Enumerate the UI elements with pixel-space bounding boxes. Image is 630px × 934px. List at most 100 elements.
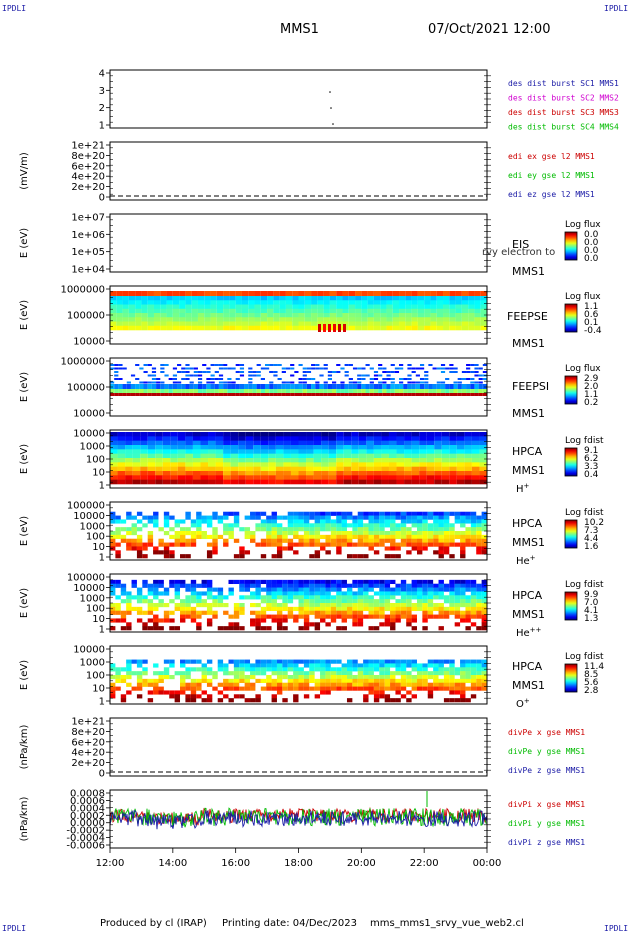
spectrogram-cell <box>210 325 217 331</box>
spectrogram-cell <box>438 527 444 532</box>
instrument-label: EIS <box>512 238 529 251</box>
spectrogram-cell <box>185 458 193 463</box>
spectrogram-cell <box>460 595 466 600</box>
spectrogram-cell <box>238 453 246 459</box>
spectrogram-cell <box>143 364 148 366</box>
spectrogram-cell <box>430 304 437 310</box>
spectrogram-cell <box>443 686 450 691</box>
spectrogram-cell <box>155 475 163 480</box>
spectrogram-cell <box>474 384 479 389</box>
spectrogram-cell <box>155 471 163 476</box>
spectrogram-cell <box>478 381 483 384</box>
spacecraft-label: MMS1 <box>512 536 545 549</box>
spectrogram-cell <box>427 527 434 532</box>
spectrogram-cell <box>275 449 284 454</box>
spectrogram-cell <box>303 595 310 600</box>
spectrogram-cell <box>400 542 407 547</box>
spectrogram-cell <box>147 462 156 467</box>
y-tick-label: 0.0008 <box>70 789 105 800</box>
spectrogram-cell <box>474 304 481 310</box>
spectrogram-cell <box>358 458 367 463</box>
spectrogram-cell <box>384 603 391 608</box>
spectrogram-cell <box>368 686 374 691</box>
spectrogram-cell <box>422 523 428 528</box>
spectrogram-cell <box>465 626 471 631</box>
spectrogram-cell <box>256 389 261 393</box>
spectrogram-cell <box>386 389 391 393</box>
spectrogram-cell <box>282 587 288 592</box>
spectrogram-cell <box>328 445 337 450</box>
spectrogram-cell <box>126 546 132 551</box>
spectrogram-cell <box>351 462 359 467</box>
spectrogram-cell <box>357 675 364 680</box>
spectrogram-cell <box>276 610 283 615</box>
spectrogram-cell <box>158 579 164 585</box>
spectrogram-cell <box>329 313 337 318</box>
spectrogram-cell <box>378 364 383 366</box>
spectrogram-cell <box>479 432 487 437</box>
spectrogram-cell <box>162 458 171 463</box>
spectrogram-cell <box>276 682 283 687</box>
spectrogram-cell <box>464 462 472 467</box>
spectrogram-cell <box>196 686 202 691</box>
spectrogram-cell <box>395 531 401 536</box>
spectrogram-cell <box>147 475 156 480</box>
spectrogram-cell <box>427 606 434 612</box>
spectrogram-cell <box>239 583 245 588</box>
spectrogram-cell <box>239 694 245 699</box>
spectrogram-cell <box>239 527 245 532</box>
spectrogram-cell <box>357 384 362 389</box>
spectrogram-cell <box>142 667 148 672</box>
y-tick-label: 1e+07 <box>71 213 105 224</box>
spectrogram-cell <box>315 389 320 393</box>
spectrogram-cell <box>185 291 192 296</box>
spectrogram-cell <box>378 367 383 370</box>
y-axis-label: E (eV) <box>19 660 30 690</box>
spectrogram-cell <box>320 663 326 668</box>
spectrogram-cell <box>170 466 178 472</box>
spectrogram-cell <box>200 436 209 441</box>
spectrogram-cell <box>202 389 207 393</box>
spectrogram-cell <box>260 440 269 446</box>
spectrogram-cell <box>461 304 469 310</box>
spectrogram-cell <box>136 546 143 551</box>
spectrogram-cell <box>162 462 171 467</box>
spectrogram-cell <box>283 453 291 459</box>
spectrogram-cell <box>419 436 427 441</box>
spectrogram-cell <box>351 440 359 446</box>
spectrogram-cell <box>325 603 331 608</box>
spectrogram-cell <box>223 317 230 322</box>
spectrogram-cell <box>153 595 159 600</box>
spectrogram-cell <box>336 317 343 322</box>
spectrogram-cell <box>158 686 164 691</box>
spectrogram-cell <box>210 321 217 327</box>
spectrogram-cell <box>306 449 314 454</box>
spectrogram-cell <box>192 462 201 467</box>
spectrogram-cell <box>260 610 267 615</box>
spectrogram-cell <box>379 527 385 532</box>
footer-produced: Produced by cl (IRAP) <box>100 918 207 929</box>
spectrogram-cell <box>384 595 391 600</box>
spectrogram-cell <box>212 595 218 600</box>
spectrogram-cell <box>386 378 391 380</box>
spectrogram-cell <box>235 393 240 396</box>
spectrogram-cell <box>158 583 164 588</box>
spectrogram-cell <box>266 534 272 540</box>
legend-entry: divPe y gse MMS1 <box>508 747 585 756</box>
spectrogram-cell <box>443 606 450 612</box>
spectrogram-cell <box>239 603 245 608</box>
spacecraft-label: MMS1 <box>512 265 545 278</box>
spectrogram-cell <box>314 622 321 627</box>
spectrogram-cell <box>239 678 245 684</box>
spectrogram-cell <box>474 389 479 393</box>
spectrogram-cell <box>223 626 229 631</box>
spectrogram-cell <box>476 599 482 604</box>
spectrogram-cell <box>292 321 299 327</box>
spectrogram-cell <box>348 364 353 366</box>
spectrogram-cell <box>434 458 442 463</box>
spectrogram-cell <box>115 534 121 540</box>
spectrogram-cell <box>341 531 347 536</box>
spectrogram-cell <box>342 321 349 327</box>
spectrogram-cell <box>342 308 349 314</box>
spectrogram-cell <box>293 515 299 520</box>
